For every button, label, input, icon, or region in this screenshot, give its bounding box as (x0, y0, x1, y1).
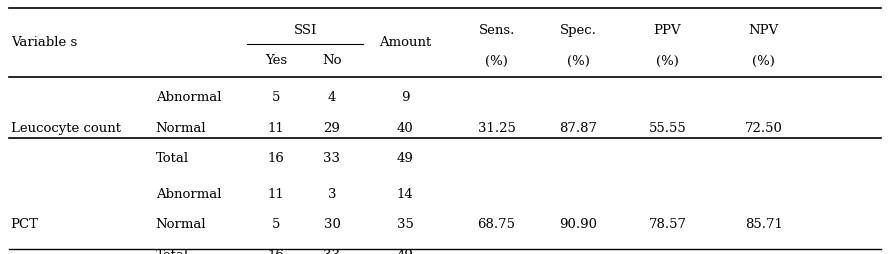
Text: NPV: NPV (748, 24, 779, 37)
Text: Total: Total (156, 152, 189, 165)
Text: 30: 30 (324, 218, 340, 231)
Text: 16: 16 (268, 152, 284, 165)
Text: (%): (%) (567, 54, 590, 68)
Text: 90.90: 90.90 (560, 218, 597, 231)
Text: 5: 5 (271, 218, 280, 231)
Text: 14: 14 (397, 188, 413, 201)
Text: Abnormal: Abnormal (156, 91, 222, 104)
Text: 3: 3 (328, 188, 336, 201)
Text: (%): (%) (485, 54, 508, 68)
Text: Sens.: Sens. (479, 24, 514, 37)
Text: 16: 16 (268, 249, 284, 254)
Text: 11: 11 (268, 122, 284, 135)
Text: 33: 33 (323, 249, 341, 254)
Text: 68.75: 68.75 (478, 218, 515, 231)
Text: Normal: Normal (156, 122, 206, 135)
Text: SSI: SSI (294, 24, 317, 37)
Text: PCT: PCT (11, 218, 38, 231)
Text: Normal: Normal (156, 218, 206, 231)
Text: No: No (322, 54, 342, 68)
Text: Total: Total (156, 249, 189, 254)
Text: 55.55: 55.55 (649, 122, 686, 135)
Text: Amount: Amount (379, 36, 431, 49)
Text: 31.25: 31.25 (478, 122, 515, 135)
Text: 35: 35 (397, 218, 413, 231)
Text: Leucocyte count: Leucocyte count (11, 122, 121, 135)
Text: 5: 5 (271, 91, 280, 104)
Text: 9: 9 (400, 91, 409, 104)
Text: 85.71: 85.71 (745, 218, 782, 231)
Text: (%): (%) (752, 54, 775, 68)
Text: 49: 49 (397, 249, 413, 254)
Text: 11: 11 (268, 188, 284, 201)
Text: 72.50: 72.50 (745, 122, 782, 135)
Text: (%): (%) (656, 54, 679, 68)
Text: Variable s: Variable s (11, 36, 77, 49)
Text: 4: 4 (328, 91, 336, 104)
Text: 33: 33 (323, 152, 341, 165)
Text: PPV: PPV (653, 24, 682, 37)
Text: Abnormal: Abnormal (156, 188, 222, 201)
Text: 87.87: 87.87 (560, 122, 597, 135)
Text: Spec.: Spec. (560, 24, 597, 37)
Text: 49: 49 (397, 152, 413, 165)
Text: 29: 29 (324, 122, 340, 135)
Text: 78.57: 78.57 (649, 218, 686, 231)
Text: 40: 40 (397, 122, 413, 135)
Text: Yes: Yes (265, 54, 287, 68)
